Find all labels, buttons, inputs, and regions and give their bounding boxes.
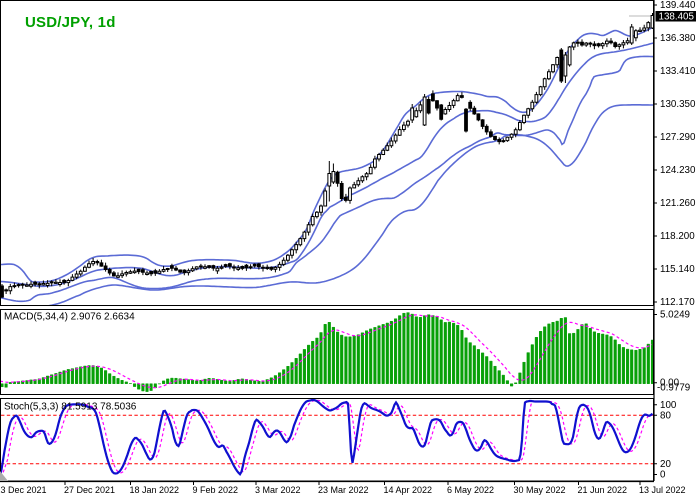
svg-text:13 Dec 2021: 13 Dec 2021 [0, 485, 47, 495]
svg-text:27 Dec 2021: 27 Dec 2021 [64, 485, 115, 495]
svg-text:130.350: 130.350 [660, 99, 696, 110]
svg-text:124.230: 124.230 [660, 165, 696, 176]
svg-text:3 Mar 2022: 3 Mar 2022 [255, 485, 301, 495]
svg-text:9 Feb 2022: 9 Feb 2022 [193, 485, 239, 495]
svg-text:5.0249: 5.0249 [660, 310, 690, 321]
svg-text:100: 100 [660, 400, 677, 411]
svg-text:MACD(5,34,4) 2.9076 2.6634: MACD(5,34,4) 2.9076 2.6634 [4, 312, 135, 323]
svg-text:21 Jun 2022: 21 Jun 2022 [578, 485, 628, 495]
svg-text:20: 20 [660, 459, 671, 470]
svg-text:139.440: 139.440 [660, 0, 696, 11]
svg-text:127.290: 127.290 [660, 132, 696, 143]
svg-text:23 Mar 2022: 23 Mar 2022 [318, 485, 369, 495]
svg-text:6 May 2022: 6 May 2022 [447, 485, 494, 495]
svg-text:30 May 2022: 30 May 2022 [514, 485, 566, 495]
svg-text:112.170: 112.170 [660, 297, 695, 308]
svg-text:Stoch(5,3,3) 81.5913 78.5036: Stoch(5,3,3) 81.5913 78.5036 [4, 402, 137, 413]
svg-text:115.140: 115.140 [660, 264, 695, 275]
svg-text:136.380: 136.380 [660, 33, 696, 44]
svg-text:118.200: 118.200 [660, 231, 695, 242]
svg-text:121.260: 121.260 [660, 198, 696, 209]
svg-text:0: 0 [660, 470, 666, 481]
svg-text:13 Jul 2022: 13 Jul 2022 [639, 485, 686, 495]
svg-text:USD/JPY, 1d: USD/JPY, 1d [25, 14, 116, 31]
svg-text:18 Jan 2022: 18 Jan 2022 [130, 485, 180, 495]
svg-text:133.410: 133.410 [660, 66, 696, 77]
svg-text:80: 80 [660, 410, 671, 421]
svg-text:138.405: 138.405 [659, 12, 695, 23]
svg-text:14 Apr 2022: 14 Apr 2022 [384, 485, 433, 495]
svg-text:-0.9779: -0.9779 [657, 383, 690, 394]
